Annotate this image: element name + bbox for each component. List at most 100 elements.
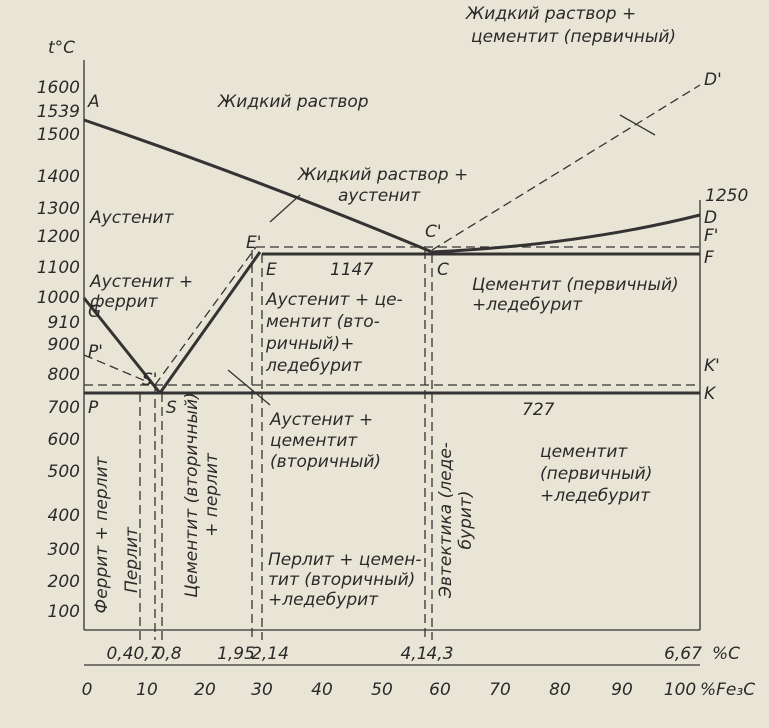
region-label: феррит bbox=[90, 292, 159, 312]
region-label: (вторичный) bbox=[270, 452, 381, 472]
vertical-label: Перлит bbox=[122, 526, 142, 593]
y-tick-label: 1000 bbox=[37, 288, 80, 308]
point-label: A bbox=[87, 92, 100, 112]
region-label: +ледебурит bbox=[268, 590, 379, 610]
point-label: K bbox=[704, 384, 717, 404]
x-tick-label: 0,8 bbox=[154, 644, 181, 664]
y-tick-label: 1600 bbox=[37, 78, 80, 98]
x-tick-label: 20 bbox=[194, 680, 216, 700]
x-tick-label: 6,67 bbox=[664, 644, 702, 664]
dashed-line bbox=[83, 354, 156, 386]
region-label: аустенит bbox=[338, 186, 421, 206]
point-label: P' bbox=[88, 342, 103, 362]
dashed-line bbox=[154, 246, 257, 386]
isotherm-label: 1250 bbox=[705, 186, 748, 206]
x-tick-label: 70 bbox=[489, 680, 511, 700]
y-tick-label: 500 bbox=[48, 462, 80, 482]
region-label: цементит bbox=[270, 431, 358, 451]
vertical-label: + перлит bbox=[202, 452, 222, 537]
y-tick-label: 700 bbox=[48, 398, 80, 418]
x-tick-label: 1,95 bbox=[217, 644, 255, 664]
x-axis-label: %C bbox=[712, 644, 740, 664]
x-tick-label: 50 bbox=[371, 680, 393, 700]
point-label: G bbox=[88, 302, 101, 322]
point-label: E' bbox=[246, 233, 261, 253]
region-label: Цементит (первичный) bbox=[472, 275, 679, 295]
x-axis-label: %Fe₃C bbox=[700, 680, 755, 700]
x-tick-label: 0,7 bbox=[133, 644, 160, 664]
region-label: Перлит + цемен- bbox=[268, 550, 421, 570]
x-tick-label: 30 bbox=[251, 680, 273, 700]
point-label: S' bbox=[142, 370, 157, 390]
point-label: S bbox=[166, 398, 177, 418]
y-tick-label: 100 bbox=[48, 602, 80, 622]
y-tick-label: 1400 bbox=[37, 167, 80, 187]
dashed-line bbox=[431, 84, 701, 251]
point-label: C bbox=[437, 260, 449, 280]
isotherm-label: 727 bbox=[522, 400, 555, 420]
region-label: Жидкий раствор bbox=[217, 92, 369, 112]
region-label: +ледебурит bbox=[472, 295, 583, 315]
y-tick-label: 400 bbox=[48, 506, 80, 526]
leader bbox=[619, 114, 656, 136]
y-tick-label: 300 bbox=[48, 540, 80, 560]
region-label: ментит (вто- bbox=[266, 312, 380, 332]
region-label: Аустенит bbox=[89, 208, 175, 228]
region-label: цементит (первичный) bbox=[471, 27, 676, 47]
x-tick-label: 2,14 bbox=[251, 644, 289, 664]
y-axis-label: t°C bbox=[48, 38, 75, 58]
y-tick-label: 200 bbox=[48, 572, 80, 592]
leader bbox=[269, 194, 301, 223]
x-tick-label: 40 bbox=[311, 680, 333, 700]
se-line bbox=[158, 251, 262, 394]
region-label: Аустенит + це- bbox=[265, 290, 403, 310]
vertical-label: бурит) bbox=[456, 491, 476, 550]
point-label: C' bbox=[425, 222, 442, 242]
isotherm-label: 1147 bbox=[330, 260, 373, 280]
x-tick-label: 0 bbox=[82, 680, 93, 700]
point-label: E bbox=[266, 260, 277, 280]
region-label: Аустенит + bbox=[89, 272, 193, 292]
x-tick-label: 4,3 bbox=[426, 644, 453, 664]
region-label: цементит bbox=[540, 442, 628, 462]
x-tick-label: 4,1 bbox=[400, 644, 427, 664]
x-tick-label: 10 bbox=[136, 680, 158, 700]
gs-line bbox=[82, 297, 162, 394]
region-label: +ледебурит bbox=[540, 486, 651, 506]
y-tick-label: 1100 bbox=[37, 258, 80, 278]
region-label: Жидкий раствор + bbox=[465, 4, 636, 24]
x-tick-label: 90 bbox=[611, 680, 633, 700]
region-label: (первичный) bbox=[540, 464, 652, 484]
point-label: F' bbox=[704, 226, 718, 246]
point-label: D bbox=[704, 208, 717, 228]
y-tick-label: 1539 bbox=[37, 102, 80, 122]
point-label: D' bbox=[704, 70, 722, 90]
liquidus-cd bbox=[431, 213, 701, 254]
leader bbox=[227, 369, 271, 406]
x-tick-label: 0,4 bbox=[106, 644, 133, 664]
x-tick-label: 80 bbox=[549, 680, 571, 700]
y-tick-label: 1200 bbox=[37, 227, 80, 247]
point-label: P bbox=[88, 398, 99, 418]
y-tick-label: 800 bbox=[48, 365, 80, 385]
region-label: ричный)+ bbox=[265, 334, 354, 354]
vertical-label: Цементит (вторичный) bbox=[182, 392, 202, 597]
point-label: F bbox=[704, 248, 714, 268]
point-label: K' bbox=[704, 356, 720, 376]
y-tick-label: 1500 bbox=[37, 125, 80, 145]
lines bbox=[82, 60, 701, 666]
x-tick-label: 60 bbox=[429, 680, 451, 700]
vertical-label: Эвтектика (леде- bbox=[436, 442, 456, 599]
y-tick-label: 910 bbox=[48, 313, 80, 333]
region-label: Жидкий раствор + bbox=[297, 165, 468, 185]
x-tick-label: 100 bbox=[664, 680, 696, 700]
region-label: Аустенит + bbox=[269, 410, 373, 430]
y-tick-label: 1300 bbox=[37, 199, 80, 219]
y-tick-label: 900 bbox=[48, 335, 80, 355]
region-label: ледебурит bbox=[265, 356, 363, 376]
vertical-label: Феррит + перлит bbox=[92, 455, 112, 613]
liquidus bbox=[83, 118, 433, 254]
y-tick-label: 600 bbox=[48, 430, 80, 450]
region-label: тит (вторичный) bbox=[268, 570, 415, 590]
